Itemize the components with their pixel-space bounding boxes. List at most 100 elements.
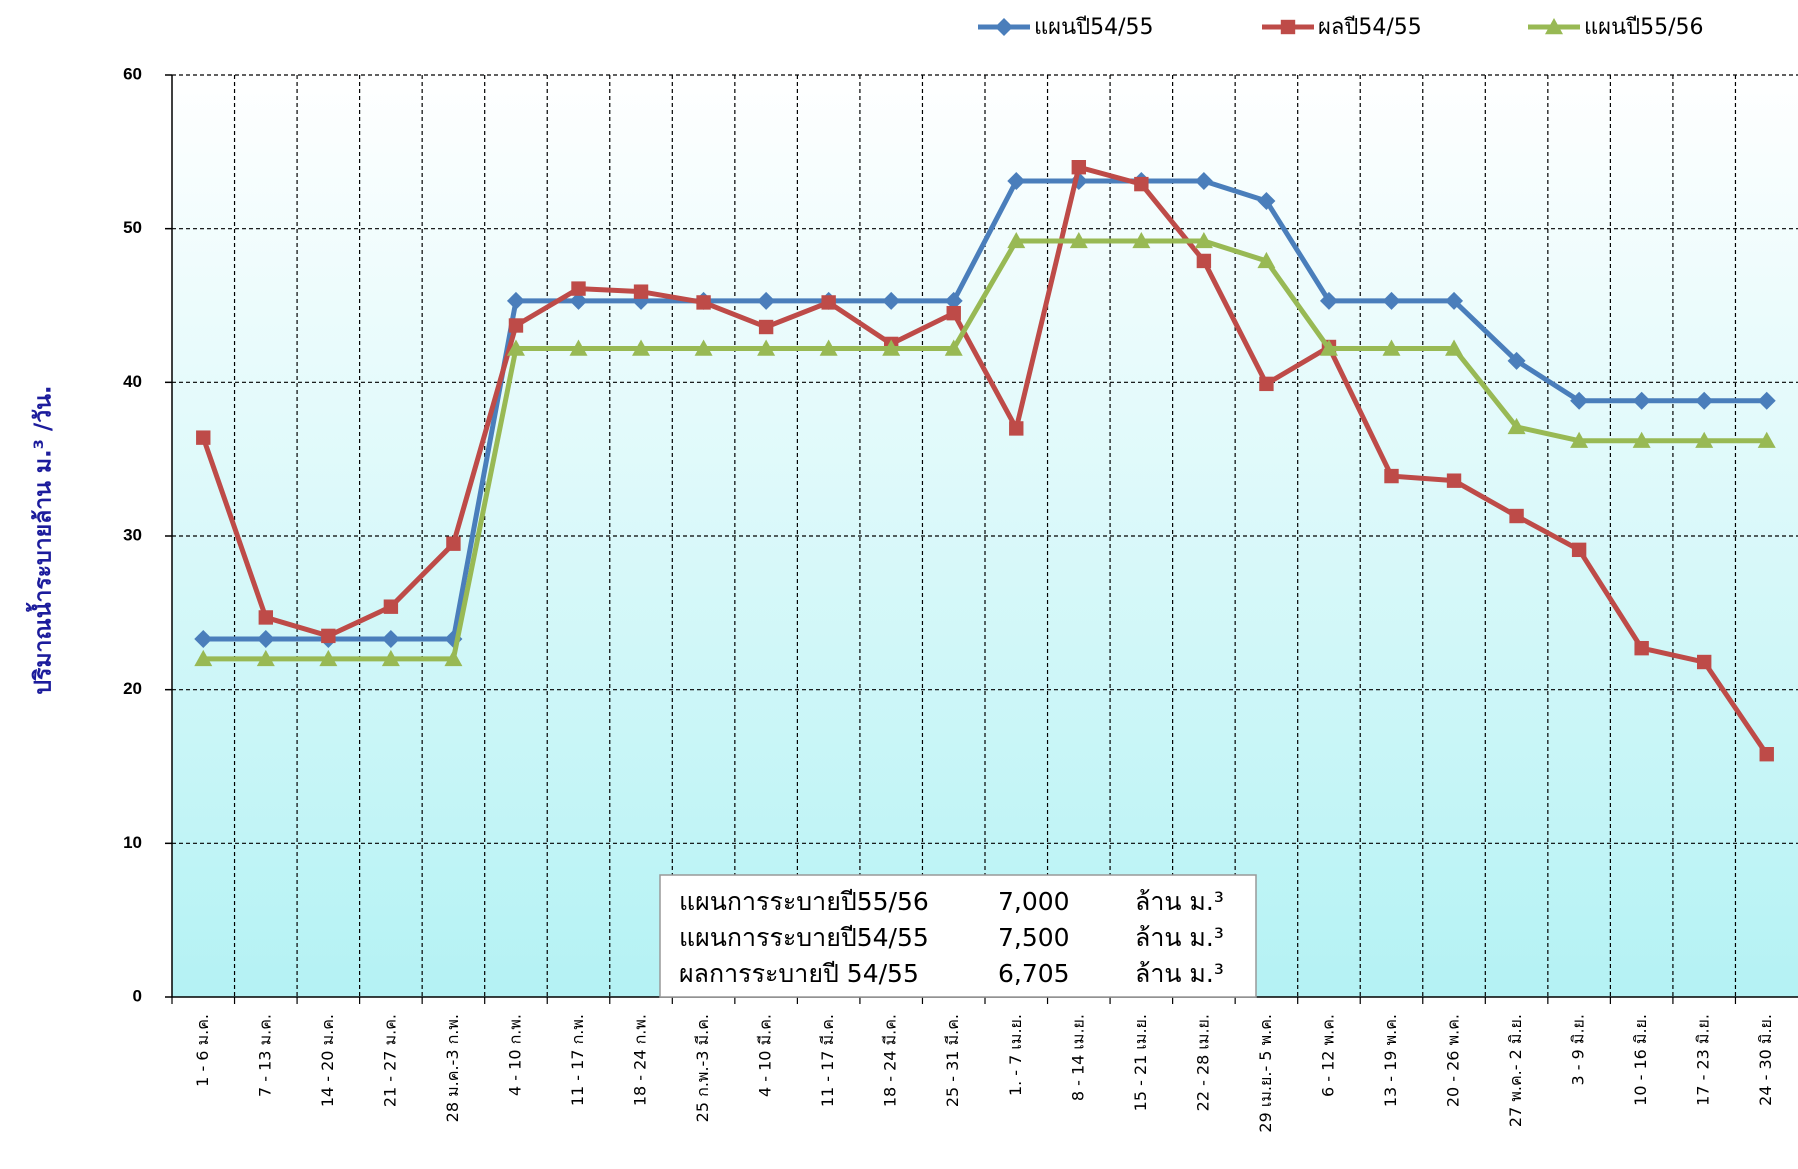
x-tick-label: 3 - 9 มิ.ย. <box>1569 1014 1588 1085</box>
x-tick-label: 27 พ.ค.- 2 มิ.ย. <box>1506 1014 1525 1127</box>
point <box>1570 391 1589 410</box>
point <box>819 339 838 356</box>
annotation-text: 7,000 <box>998 887 1070 916</box>
x-tick-label: 20 - 26 พ.ค. <box>1444 1014 1463 1107</box>
point <box>1319 291 1338 310</box>
point <box>444 649 463 667</box>
point <box>944 291 963 310</box>
x-tick-label: 4 - 10 มี.ค. <box>756 1014 775 1097</box>
x-tick-label: 1 - 6 ม.ค. <box>193 1014 212 1087</box>
y-tick-label: 30 <box>123 525 142 544</box>
x-tick-label: 10 - 16 มิ.ย. <box>1631 1014 1650 1106</box>
point <box>506 339 525 356</box>
x-tick-label: 11 - 17 ก.พ. <box>568 1014 587 1106</box>
x-tick-label: 25 - 31 มี.ค. <box>943 1014 962 1107</box>
point <box>381 649 400 667</box>
point <box>1009 421 1024 436</box>
point <box>1257 251 1276 269</box>
point <box>1446 473 1462 488</box>
x-tick-label: 18 - 24 ก.พ. <box>631 1014 650 1106</box>
x-tick-label: 17 - 23 มิ.ย. <box>1694 1014 1713 1106</box>
point <box>946 305 961 321</box>
point <box>256 649 275 667</box>
x-tick-label: 14 - 20 ม.ค. <box>318 1014 337 1107</box>
legend-label: แผนปี54/55 <box>1034 15 1153 40</box>
annotation-text: ล้าน ม.³ <box>1135 923 1224 952</box>
point <box>1382 291 1401 310</box>
point <box>383 599 399 614</box>
point <box>569 339 588 356</box>
y-tick-label: 60 <box>123 64 142 83</box>
x-tick-label: 25 ก.พ.-3 มี.ค. <box>693 1014 712 1122</box>
x-tick-label: 28 ม.ค.-3 ก.พ. <box>443 1014 462 1122</box>
point <box>1007 172 1026 191</box>
annotation-text: แผนการระบายปี54/55 <box>679 923 929 952</box>
series-line <box>203 238 1767 662</box>
series-line <box>203 178 1767 642</box>
y-tick-label: 10 <box>123 833 142 852</box>
point <box>258 610 274 625</box>
point <box>757 339 776 356</box>
point <box>1696 654 1712 670</box>
y-tick-label: 50 <box>123 218 142 237</box>
x-tick-label: 6 - 12 พ.ค. <box>1318 1014 1337 1097</box>
x-tick-label: 21 - 27 ม.ค. <box>380 1014 399 1107</box>
point <box>696 295 711 310</box>
x-tick-label: 7 - 13 ม.ค. <box>255 1014 274 1097</box>
point <box>506 291 525 310</box>
point <box>1507 351 1526 370</box>
point <box>1194 231 1213 249</box>
point <box>196 430 211 445</box>
point <box>1507 417 1526 435</box>
point <box>1257 192 1276 211</box>
legend-label: ผลปี54/55 <box>1318 15 1422 40</box>
point <box>381 629 400 648</box>
point <box>1069 231 1088 249</box>
x-tick-label: 8 - 14 เม.ย. <box>1068 1014 1087 1101</box>
annotation-text: ผลการระบายปี 54/55 <box>679 959 919 988</box>
point <box>1384 468 1399 484</box>
x-tick-label: 11 - 17 มี.ค. <box>818 1014 837 1107</box>
point <box>1634 640 1649 656</box>
point <box>758 319 774 335</box>
point <box>632 339 651 356</box>
point <box>1632 431 1651 448</box>
point <box>256 629 275 648</box>
point <box>1632 391 1651 410</box>
point <box>1071 160 1087 175</box>
point <box>882 339 901 356</box>
point <box>446 536 461 551</box>
point <box>1194 172 1213 191</box>
y-tick-label: 0 <box>133 986 142 1005</box>
point <box>821 295 836 310</box>
point <box>321 628 336 644</box>
point <box>194 629 213 648</box>
x-tick-label: 22 - 28 เม.ย. <box>1193 1014 1212 1111</box>
point <box>995 18 1013 36</box>
point <box>508 318 524 333</box>
y-tick-label: 40 <box>123 372 142 391</box>
point <box>1007 231 1026 249</box>
point <box>1196 253 1212 269</box>
point <box>1759 747 1774 762</box>
x-tick-label: 29 เม.ย.- 5 พ.ค. <box>1256 1014 1275 1133</box>
point <box>1382 339 1401 356</box>
x-tick-label: 18 - 24 มี.ค. <box>881 1014 900 1107</box>
point <box>1695 431 1714 448</box>
point <box>1280 19 1296 35</box>
point <box>944 339 963 356</box>
point <box>1545 18 1563 35</box>
point <box>1132 231 1151 249</box>
annotation-text: 6,705 <box>998 959 1070 988</box>
point <box>569 291 588 310</box>
point <box>757 291 776 310</box>
point <box>1571 542 1587 558</box>
x-tick-label: 15 - 21 เม.ย. <box>1131 1014 1150 1111</box>
point <box>1757 431 1776 448</box>
point <box>694 339 713 356</box>
point <box>1695 391 1714 410</box>
point <box>1570 431 1589 448</box>
annotation-text: ล้าน ม.³ <box>1135 959 1224 988</box>
point <box>319 649 338 667</box>
